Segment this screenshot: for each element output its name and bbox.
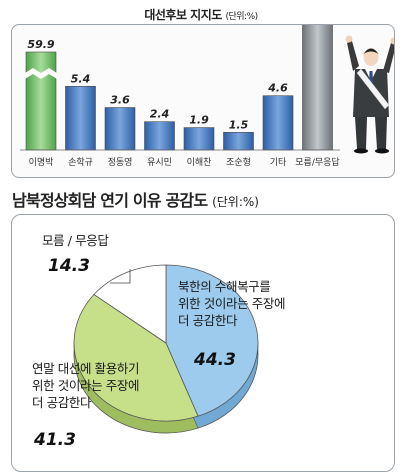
pie-leader-line [110,269,131,284]
bar-chart-unit: (단위:%) [225,12,258,22]
bar-2 [104,107,136,151]
pie-chart-panel: 북한의 수해복구를 위한 것이라는 주장에 더 공감한다 44.3 연말 대선에 활용하… [11,214,395,472]
bar-6 [262,95,294,151]
bar-value-label-6: 4.6 [267,82,288,95]
bar-0 [25,51,57,151]
bar-category-label-3: 유시민 [147,157,172,168]
pie-slice-1 [73,293,199,422]
bar-category-label-5: 조순형 [226,157,251,168]
bar-value-label-4: 1.9 [189,114,209,127]
bar-category-label-7: 모름/무응답 [295,156,339,168]
bar-7 [302,25,333,151]
axis-break-mark [25,68,57,79]
pie-value-label-2: 14.3 [48,256,90,276]
bar-chart-title: 대선후보 지지도 (단위:%) [0,6,402,23]
bar-chart-panel: 59.9 이명박 5.4 손학규 3.6 정동영 2.4 유시민 1.9 이해찬 1.5 조순형 4.6… [11,24,395,178]
bar-5 [223,132,254,151]
bar-chart-title-text: 대선후보 지지도 [144,8,222,22]
pie-slice-2 [93,264,167,344]
bar-3 [144,121,175,151]
pie-chart-title: 남북정상회담 연기 이유 공감도 (단위:%) [12,187,259,211]
bar-value-label-5: 1.5 [229,118,249,131]
pie-value-label-0: 44.3 [193,350,236,370]
pie-value-label-1: 41.3 [33,430,76,450]
bar-1 [65,85,96,151]
bar-chart: 59.9 이명박 5.4 손학규 3.6 정동영 2.4 유시민 1.9 이해찬 1.5 조순형 4.6… [20,25,394,168]
bar-category-label-4: 이해찬 [187,157,212,168]
pie-slice-label-1: 연말 대선에 활용하기 위한 것이라는 주장에 더 공감한다 [32,361,139,410]
bar-value-label-2: 3.6 [110,94,130,107]
pie-slice-0 [165,264,259,417]
pie-slice-label-2: 모름 / 무응답 [42,233,109,248]
bar-4 [183,127,215,151]
pie-slice-label-0: 북한의 수해복구를 위한 것이라는 주장에 더 공감한다 [178,279,285,328]
bar-category-label-0: 이명박 [29,157,54,168]
bar-value-label-3: 2.4 [150,108,170,121]
pie-chart-unit: (단위:%) [212,195,259,209]
bar-category-label-6: 기타 [270,157,287,168]
pie-chart-title-text: 남북정상회담 연기 이유 공감도 [12,191,208,210]
bar-category-label-1: 손학규 [68,157,93,168]
pie-chart: 북한의 수해복구를 위한 것이라는 주장에 더 공감한다 44.3 연말 대선에 활용하… [32,233,285,450]
cheering-candidate-illustration [345,35,394,154]
bar-value-label-1: 5.4 [71,72,91,85]
bar-category-label-2: 정동영 [108,157,133,168]
bar-value-label-0: 59.9 [27,38,54,51]
